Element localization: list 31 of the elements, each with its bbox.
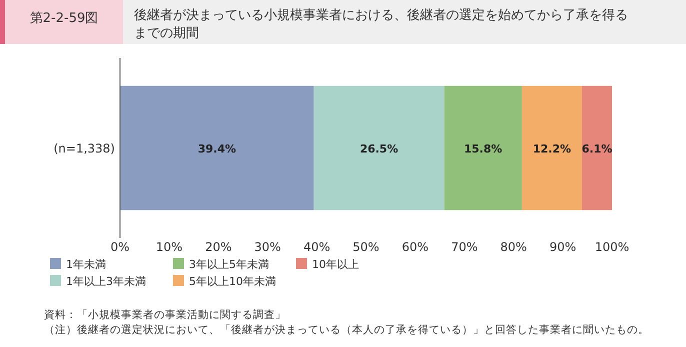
x-tick-label: 20%: [205, 240, 232, 254]
x-tick-label: 10%: [156, 240, 183, 254]
x-tick-label: 80%: [500, 240, 527, 254]
chart-title: 第2-2-59図: [30, 11, 98, 26]
y-tick-label: (n=1,338): [54, 142, 115, 156]
x-tick-label: 60%: [402, 240, 429, 254]
data-label: 12.2%: [532, 142, 572, 156]
data-label: 15.8%: [464, 142, 502, 156]
x-tick-label: 70%: [451, 240, 478, 254]
text: （注）後継者の選定状況において、「後継者が決まっている（本人の了承を得ている）」と回答した事業者に聞いたもの。: [44, 323, 649, 336]
data-label: 39.4%: [198, 142, 236, 156]
chart-subtitle: 後継者が決まっている小規模事業者における、後継者の選定を始めてから了承を得るまでの期間: [134, 8, 628, 41]
bar: [120, 86, 314, 210]
x-tick-label: 40%: [303, 240, 330, 254]
x-tick-label: 50%: [352, 240, 380, 254]
bar: [314, 86, 444, 210]
bar: [522, 86, 582, 210]
x-tick-label: 90%: [549, 240, 576, 254]
legend-label: 3年以上5年未満: [189, 258, 269, 271]
text: 資料：「小規模事業者の事業活動に関する調査」: [44, 308, 286, 321]
data-label: 6.1%: [582, 142, 612, 156]
legend-label: 5年以上10年未満: [189, 275, 276, 288]
data-label: 26.5%: [360, 142, 398, 156]
bar: [582, 86, 612, 210]
legend-label: 10年以上: [312, 258, 359, 271]
bar: [444, 86, 522, 210]
legend-label: 1年以上3年未満: [66, 275, 146, 288]
x-tick-label: 0%: [110, 240, 130, 254]
x-tick-label: 30%: [254, 240, 281, 254]
x-tick-label: 100%: [594, 240, 630, 254]
legend-label: 1年未満: [66, 258, 106, 271]
